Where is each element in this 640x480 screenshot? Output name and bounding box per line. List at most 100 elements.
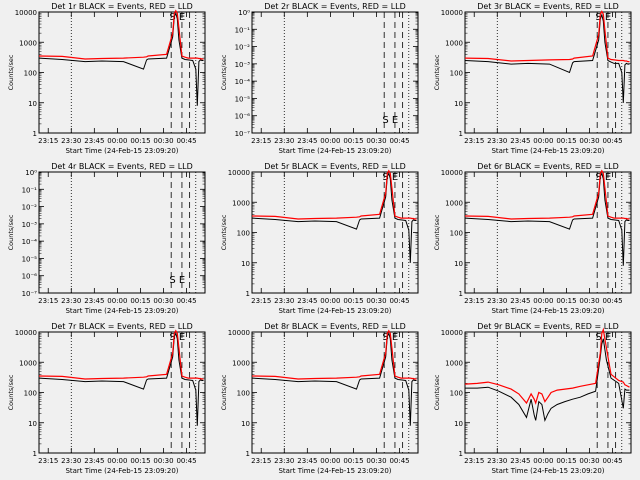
events-series-line <box>38 11 204 106</box>
y-tick-label: 1000 <box>19 39 37 47</box>
annotation-se: S E <box>595 332 611 343</box>
x-tick-label: 23:15 <box>38 457 58 465</box>
x-tick-label: 00:45 <box>602 137 622 145</box>
chart-title: Det 8r BLACK = Events, RED = LLD <box>264 322 406 331</box>
y-tick-label: 1 <box>459 290 463 298</box>
x-axis-label: Start Time (24-Feb-15 23:09:20) <box>278 307 391 315</box>
x-axis-label: Start Time (24-Feb-15 23:09:20) <box>278 467 391 475</box>
x-tick-label: 00:15 <box>130 137 150 145</box>
y-tick-label: 100 <box>450 390 463 398</box>
y-tick-label: 10⁻¹ <box>22 186 38 194</box>
chart-panel-7: Det 7r BLACK = Events, RED = LLD 1 10 100 10… <box>7 322 206 475</box>
annotation-se: S E <box>169 275 185 286</box>
x-tick-label: 23:45 <box>84 137 104 145</box>
chart-panel-5: Det 5r BLACK = Events, RED = LLD 1 10 100 10… <box>220 162 419 315</box>
x-tick-label: 00:00 <box>533 297 553 305</box>
plot-frame <box>464 331 632 454</box>
y-tick-label: 10⁻⁴ <box>22 238 38 246</box>
x-tick-label: 23:30 <box>274 297 294 305</box>
x-tick-label: 00:15 <box>130 297 150 305</box>
plot-frame <box>464 171 632 294</box>
x-tick-label: 00:15 <box>343 457 363 465</box>
x-tick-label: 00:45 <box>176 137 196 145</box>
x-tick-label: 00:30 <box>153 137 173 145</box>
y-axis-label: Counts/sec <box>220 54 228 90</box>
y-tick-label: 10000 <box>15 329 37 337</box>
x-tick-label: 23:30 <box>61 457 81 465</box>
x-tick-label: 23:45 <box>84 457 104 465</box>
y-tick-label: 10⁻³ <box>235 61 251 69</box>
lld-series-line <box>464 169 630 220</box>
chart-panel-2: Det 2r BLACK = Events, RED = LLD 10⁻⁷ 10⁻⁶… <box>220 2 419 155</box>
x-tick-label: 00:30 <box>579 297 599 305</box>
chart-title: Det 3r BLACK = Events, RED = LLD <box>477 2 619 11</box>
x-tick-label: 00:45 <box>389 137 409 145</box>
chart-panel-6: Det 6r BLACK = Events, RED = LLD 1 10 100 10… <box>433 162 632 315</box>
x-tick-label: 00:30 <box>366 137 386 145</box>
x-tick-label: 23:15 <box>464 137 484 145</box>
y-tick-label: 10 <box>28 420 37 428</box>
y-tick-label: 100 <box>450 230 463 238</box>
x-tick-label: 00:00 <box>320 297 340 305</box>
x-tick-label: 23:15 <box>251 457 271 465</box>
x-tick-label: 00:00 <box>320 137 340 145</box>
x-tick-label: 00:15 <box>343 297 363 305</box>
annotation-se: S E <box>382 115 398 126</box>
x-tick-label: 00:15 <box>556 297 576 305</box>
x-tick-label: 00:45 <box>176 297 196 305</box>
plot-frame <box>464 11 632 134</box>
x-tick-label: 23:30 <box>61 137 81 145</box>
x-tick-label: 00:30 <box>579 137 599 145</box>
x-tick-label: 00:30 <box>153 457 173 465</box>
x-tick-label: 23:45 <box>297 457 317 465</box>
x-tick-label: 23:15 <box>38 297 58 305</box>
x-tick-label: 23:45 <box>297 137 317 145</box>
lld-series-line <box>38 329 204 380</box>
y-tick-label: 100 <box>450 70 463 78</box>
x-tick-label: 00:00 <box>533 137 553 145</box>
y-tick-label: 10⁻² <box>22 204 38 212</box>
lld-series-line <box>251 169 417 220</box>
x-tick-label: 00:30 <box>153 297 173 305</box>
x-tick-label: 23:30 <box>487 137 507 145</box>
y-axis-label: Counts/sec <box>220 214 228 250</box>
x-tick-label: 00:45 <box>389 457 409 465</box>
y-tick-label: 10 <box>454 100 463 108</box>
y-tick-label: 100 <box>237 390 250 398</box>
y-tick-label: 10⁻² <box>235 44 251 52</box>
y-tick-label: 10⁻⁵ <box>235 95 251 103</box>
y-axis-label: Counts/sec <box>433 214 441 250</box>
y-tick-label: 10⁻⁶ <box>235 113 251 121</box>
x-tick-label: 00:00 <box>320 457 340 465</box>
x-axis-label: Start Time (24-Feb-15 23:09:20) <box>491 147 604 155</box>
y-axis-label: Counts/sec <box>7 214 15 250</box>
x-axis-label: Start Time (24-Feb-15 23:09:20) <box>491 307 604 315</box>
x-axis-label: Start Time (24-Feb-15 23:09:20) <box>65 307 178 315</box>
y-tick-label: 100 <box>24 70 37 78</box>
y-tick-label: 1000 <box>19 359 37 367</box>
y-tick-label: 10 <box>454 420 463 428</box>
x-tick-label: 23:45 <box>510 297 530 305</box>
y-tick-label: 10⁻³ <box>22 221 38 229</box>
events-series-line <box>464 13 630 103</box>
y-tick-label: 10⁻⁴ <box>235 78 251 86</box>
x-tick-label: 00:15 <box>343 137 363 145</box>
y-tick-label: 10⁻⁷ <box>22 290 38 298</box>
x-tick-label: 00:45 <box>176 457 196 465</box>
y-tick-label: 1000 <box>445 39 463 47</box>
plot-frame <box>38 11 206 134</box>
y-tick-label: 10⁰ <box>25 169 37 177</box>
lld-series-line <box>251 329 417 380</box>
chart-title: Det 7r BLACK = Events, RED = LLD <box>51 322 193 331</box>
x-tick-label: 23:45 <box>510 137 530 145</box>
chart-panel-4: Det 4r BLACK = Events, RED = LLD 10⁻⁷ 10⁻⁶… <box>7 162 206 315</box>
x-axis-label: Start Time (24-Feb-15 23:09:20) <box>65 467 178 475</box>
x-tick-label: 00:45 <box>602 457 622 465</box>
y-tick-label: 100 <box>237 230 250 238</box>
plot-frame <box>251 171 419 294</box>
x-tick-label: 23:30 <box>274 137 294 145</box>
events-series-line <box>38 331 204 426</box>
chart-title: Det 9r BLACK = Events, RED = LLD <box>477 322 619 331</box>
y-tick-label: 1 <box>459 130 463 138</box>
